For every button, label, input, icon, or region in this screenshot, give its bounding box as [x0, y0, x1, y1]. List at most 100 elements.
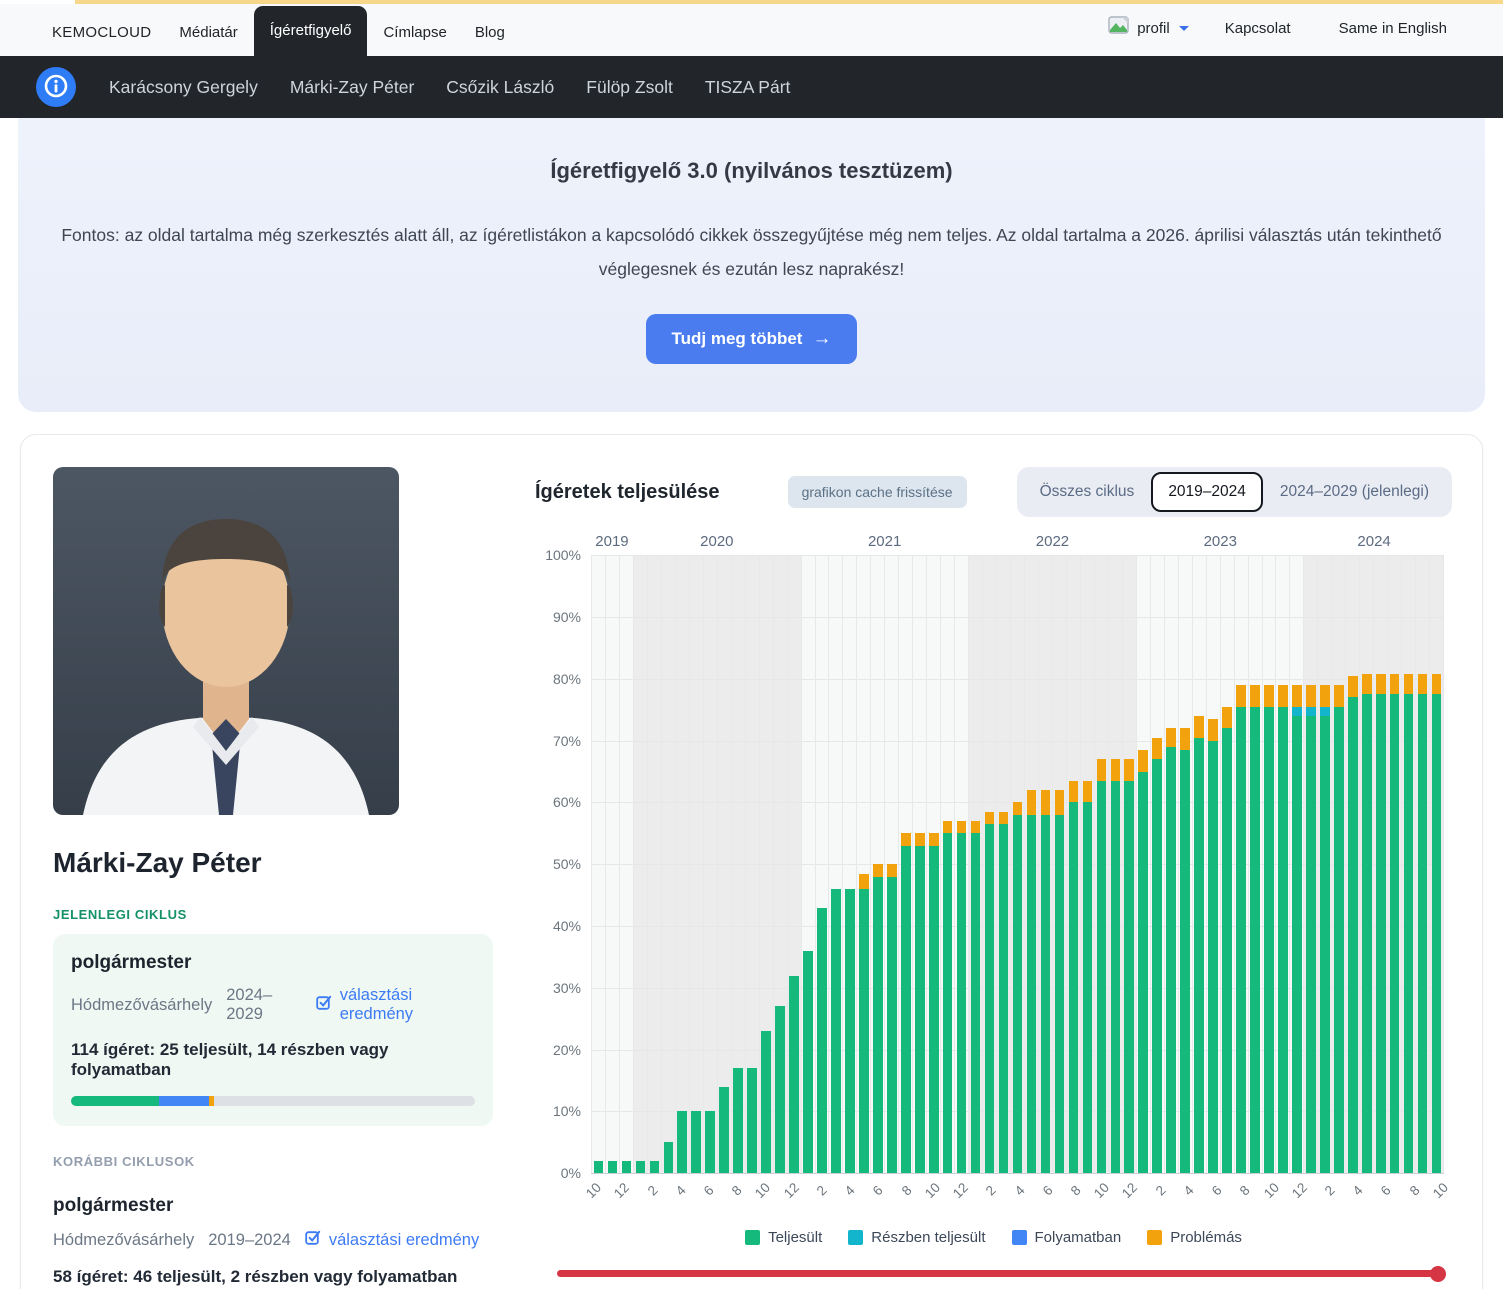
bar-stack	[635, 555, 646, 1174]
previous-election-link[interactable]: választási eredmény	[305, 1229, 479, 1251]
bar-stack	[1012, 555, 1023, 1174]
bar-segment	[1250, 706, 1260, 1174]
bar-segment	[1054, 814, 1065, 1174]
checkbox-check-icon	[315, 994, 333, 1016]
bar-segment	[956, 833, 967, 1174]
current-role: polgármester	[71, 952, 192, 974]
subnav-item-tisza[interactable]: TISZA Párt	[704, 76, 791, 97]
year-tick-label: 2023	[1203, 533, 1237, 551]
previous-role: polgármester	[53, 1195, 174, 1217]
bar-segment	[942, 821, 953, 834]
bar-stack	[775, 555, 785, 1174]
bar-segment	[1292, 685, 1302, 707]
nav-item-kapcsolat[interactable]: Kapcsolat	[1224, 19, 1291, 37]
bar-stack	[1236, 555, 1246, 1174]
bar-segment	[1320, 706, 1330, 716]
x-tick-label: 10	[582, 1180, 605, 1202]
bar-column	[996, 555, 1010, 1174]
legend-swatch	[1147, 1230, 1163, 1246]
x-tick-label: 4	[1180, 1182, 1197, 1199]
legend-item[interactable]: Részben teljesült	[848, 1229, 986, 1246]
bar-segment	[873, 864, 883, 877]
brand-link[interactable]: KEMOCLOUD	[52, 24, 152, 41]
bar-segment	[691, 1111, 702, 1174]
bar-segment	[1361, 673, 1372, 695]
nav-item-blog[interactable]: Blog	[474, 24, 505, 41]
bar-segment	[1403, 694, 1414, 1174]
bar-column	[982, 555, 996, 1174]
subnav-item-karacsony[interactable]: Karácsony Gergely	[109, 76, 258, 97]
tab-all-cycles[interactable]: Összes ciklus	[1023, 472, 1152, 512]
legend-item[interactable]: Teljesült	[745, 1229, 822, 1246]
bar-segment	[998, 824, 1009, 1174]
x-tick-label: 12	[780, 1180, 802, 1202]
y-tick-label: 80%	[552, 670, 581, 687]
legend-item[interactable]: Folyamatban	[1011, 1229, 1121, 1246]
subnav-item-marki-zay[interactable]: Márki-Zay Péter	[289, 76, 415, 97]
bar-stack	[733, 555, 743, 1174]
bar-stack	[859, 555, 869, 1174]
subnav-item-csozik[interactable]: Csőzik László	[446, 76, 555, 97]
x-tick-label: 6	[1378, 1182, 1395, 1199]
learn-more-button[interactable]: Tudj meg többet →	[645, 314, 858, 365]
refresh-cache-button[interactable]: grafikon cache frissítése	[787, 476, 967, 509]
previous-city: Hódmezővásárhely	[53, 1230, 195, 1249]
legend-item[interactable]: Problémás	[1147, 1229, 1242, 1246]
current-term: 2024–2029	[226, 986, 273, 1024]
bar-segment	[1194, 715, 1204, 738]
bar-segment	[1389, 673, 1400, 695]
bar-column	[1121, 555, 1136, 1174]
bar-segment	[1431, 694, 1442, 1174]
bar-segment	[1138, 771, 1149, 1174]
profile-photo	[53, 467, 399, 816]
bar-column	[898, 555, 912, 1174]
bar-stack	[845, 555, 855, 1174]
x-tick-label: 6	[1039, 1182, 1056, 1199]
bar-segment	[789, 975, 799, 1174]
nav-item-english[interactable]: Same in English	[1338, 19, 1447, 37]
bar-column	[688, 555, 703, 1174]
current-election-label: választási eredmény	[339, 986, 414, 1024]
bar-segment	[1068, 780, 1079, 803]
current-election-link[interactable]: választási eredmény	[315, 986, 475, 1024]
tab-2019-2024[interactable]: 2019–2024	[1151, 472, 1263, 513]
bar-column	[912, 555, 926, 1174]
bar-column	[1275, 555, 1289, 1174]
bar-column	[856, 555, 870, 1174]
bar-segment	[1026, 814, 1037, 1174]
previous-summary: 58 ígéret: 46 teljesült, 2 részben vagy …	[53, 1267, 458, 1287]
previous-term: 2019–2024	[208, 1230, 291, 1249]
subnav-item-fulop[interactable]: Fülöp Zsolt	[586, 76, 673, 97]
time-slider-track[interactable]	[557, 1265, 1446, 1282]
nav-item-mediatar[interactable]: Médiatár	[179, 24, 238, 41]
bar-segment	[621, 1160, 632, 1174]
nav-item-igeretfigyelo[interactable]: Ígéretfigyelő	[253, 6, 368, 58]
bar-column	[1373, 555, 1387, 1174]
bar-segment	[1208, 719, 1218, 741]
bar-segment	[1320, 685, 1330, 707]
time-slider-handle[interactable]	[1430, 1265, 1446, 1282]
bar-column	[1401, 555, 1415, 1174]
bar-stack	[691, 555, 702, 1174]
bar-segment	[831, 888, 841, 1174]
bar-segment	[1347, 675, 1358, 698]
bar-segment	[984, 824, 995, 1174]
year-tick-label: 2019	[595, 533, 629, 551]
current-city: Hódmezővásárhely	[71, 995, 213, 1014]
info-button[interactable]	[36, 67, 76, 107]
bar-stack	[914, 555, 925, 1174]
bar-stack	[719, 555, 729, 1174]
tab-2024-2029[interactable]: 2024–2029 (jelenlegi)	[1263, 472, 1446, 512]
bar-column	[1219, 555, 1234, 1174]
person-name: Márki-Zay Péter	[53, 847, 262, 879]
profile-menu[interactable]: profil	[1100, 12, 1197, 44]
bar-segment	[1166, 746, 1176, 1174]
bar-segment	[1012, 802, 1023, 815]
bar-stack	[900, 555, 911, 1174]
bar-segment	[1152, 737, 1163, 760]
bar-column	[1331, 555, 1345, 1174]
x-tick-label: 2	[644, 1182, 661, 1199]
nav-item-cimlapse[interactable]: Címlapse	[383, 24, 447, 41]
bar-stack	[873, 555, 883, 1174]
bar-segment	[1264, 685, 1274, 707]
